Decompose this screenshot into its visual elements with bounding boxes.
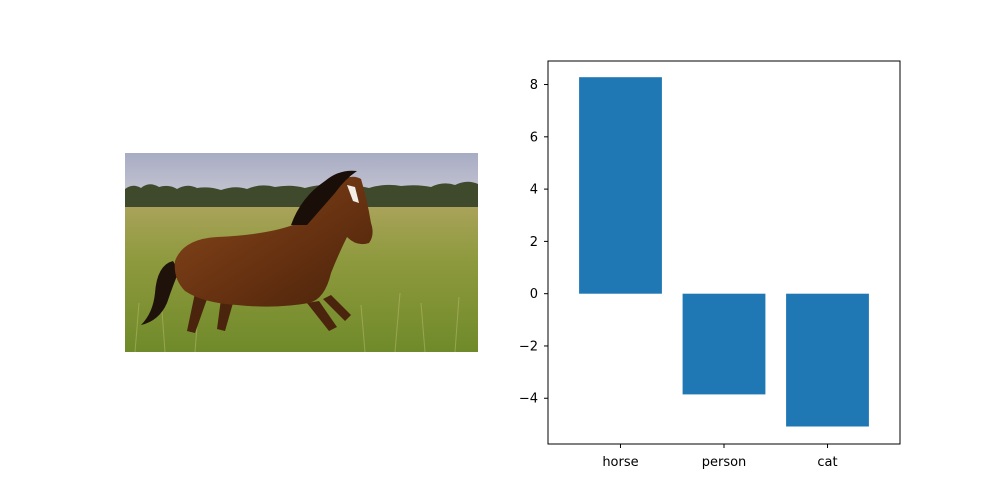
bar-cat [786, 293, 869, 427]
horse-body [174, 176, 373, 307]
x-tick-label-cat: cat [817, 455, 837, 470]
y-tick-label: −4 [519, 392, 538, 407]
horse-tail [141, 261, 179, 325]
y-tick-label: 6 [530, 130, 538, 145]
y-tick-label: 4 [530, 183, 538, 198]
y-tick-label: 2 [530, 235, 538, 250]
bar-person [682, 293, 766, 395]
bars [579, 77, 869, 427]
treeline [125, 181, 478, 209]
y-tick-label: 0 [530, 287, 538, 302]
horse-mane [291, 170, 357, 225]
horse-blaze [347, 185, 359, 203]
horse-figure [141, 170, 373, 333]
x-axis-ticks: horse person cat [602, 444, 838, 470]
bar-horse [579, 77, 662, 294]
x-tick-label-person: person [702, 455, 747, 470]
horse-photo [125, 153, 478, 352]
y-axis-ticks: −4 −2 0 2 4 6 8 [519, 78, 548, 407]
y-tick-label: 8 [530, 78, 538, 93]
x-tick-label-horse: horse [602, 455, 638, 470]
y-tick-label: −2 [519, 339, 538, 354]
